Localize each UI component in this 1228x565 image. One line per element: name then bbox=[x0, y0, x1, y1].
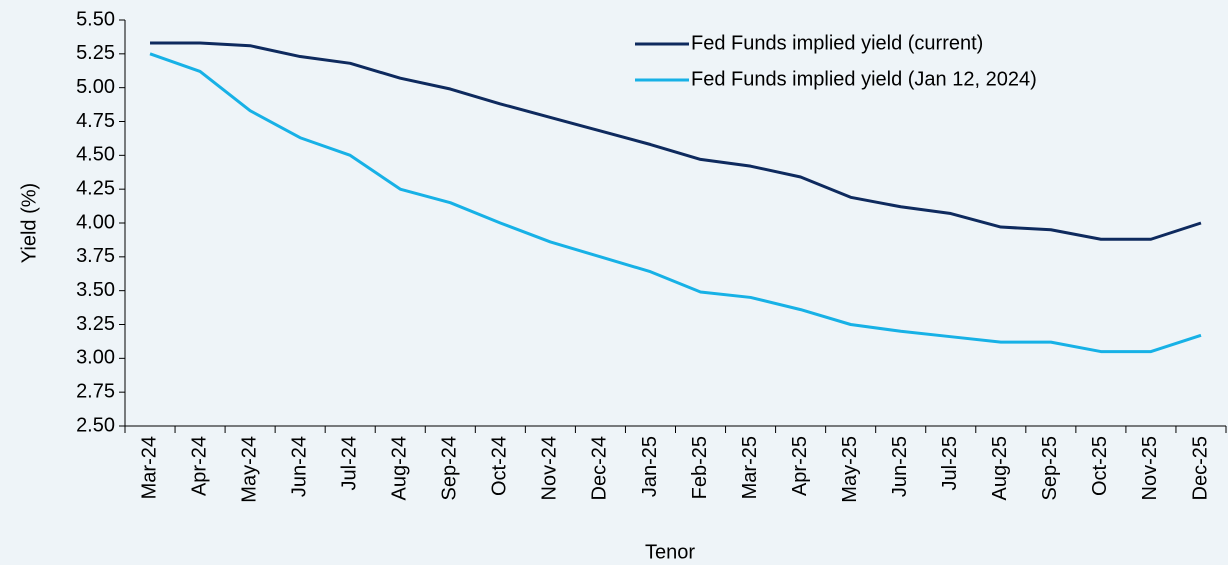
y-tick-label: 3.75 bbox=[76, 245, 115, 267]
y-tick-label: 4.75 bbox=[76, 110, 115, 132]
x-tick-label: Sep-25 bbox=[1039, 436, 1061, 501]
x-tick-label: May-25 bbox=[839, 436, 861, 503]
x-tick-label: Jul-24 bbox=[338, 436, 360, 490]
x-tick-label: May-24 bbox=[238, 436, 260, 503]
x-tick-label: Mar-24 bbox=[138, 436, 160, 499]
x-tick-label: Feb-25 bbox=[689, 436, 711, 499]
x-tick-label: Oct-24 bbox=[489, 436, 511, 496]
legend-label: Fed Funds implied yield (Jan 12, 2024) bbox=[691, 68, 1037, 90]
y-tick-label: 3.25 bbox=[76, 313, 115, 335]
x-tick-label: Aug-24 bbox=[389, 436, 411, 501]
x-tick-label: Jun-25 bbox=[889, 436, 911, 497]
y-tick-label: 4.50 bbox=[76, 144, 115, 166]
x-tick-label: Apr-24 bbox=[188, 436, 210, 496]
x-tick-label: Nov-25 bbox=[1139, 436, 1161, 500]
x-tick-label: Nov-24 bbox=[539, 436, 561, 500]
x-tick-label: Sep-24 bbox=[439, 436, 461, 501]
series-line bbox=[149, 52, 1202, 354]
x-tick-label: Dec-24 bbox=[589, 436, 611, 500]
y-tick-label: 2.75 bbox=[76, 380, 115, 402]
series-line bbox=[150, 41, 1202, 241]
x-tick-label: Dec-25 bbox=[1189, 436, 1211, 500]
y-tick-label: 3.50 bbox=[76, 279, 115, 301]
x-tick-label: Mar-25 bbox=[739, 436, 761, 499]
y-tick-label: 5.50 bbox=[76, 8, 115, 30]
y-axis-label: Yield (%) bbox=[18, 183, 40, 263]
y-tick-label: 4.00 bbox=[76, 211, 115, 233]
y-tick-label: 2.50 bbox=[76, 414, 115, 436]
y-tick-label: 5.25 bbox=[76, 42, 115, 64]
x-tick-label: Jul-25 bbox=[939, 436, 961, 490]
y-tick-label: 5.00 bbox=[76, 76, 115, 98]
legend-label: Fed Funds implied yield (current) bbox=[691, 32, 983, 54]
x-tick-label: Jun-24 bbox=[288, 436, 310, 497]
x-tick-label: Aug-25 bbox=[989, 436, 1011, 501]
y-tick-label: 4.25 bbox=[76, 177, 115, 199]
y-tick-label: 3.00 bbox=[76, 347, 115, 369]
x-tick-label: Oct-25 bbox=[1089, 436, 1111, 496]
x-tick-label: Jan-25 bbox=[639, 436, 661, 497]
x-axis-label: Tenor bbox=[645, 541, 695, 563]
x-tick-label: Apr-25 bbox=[789, 436, 811, 496]
